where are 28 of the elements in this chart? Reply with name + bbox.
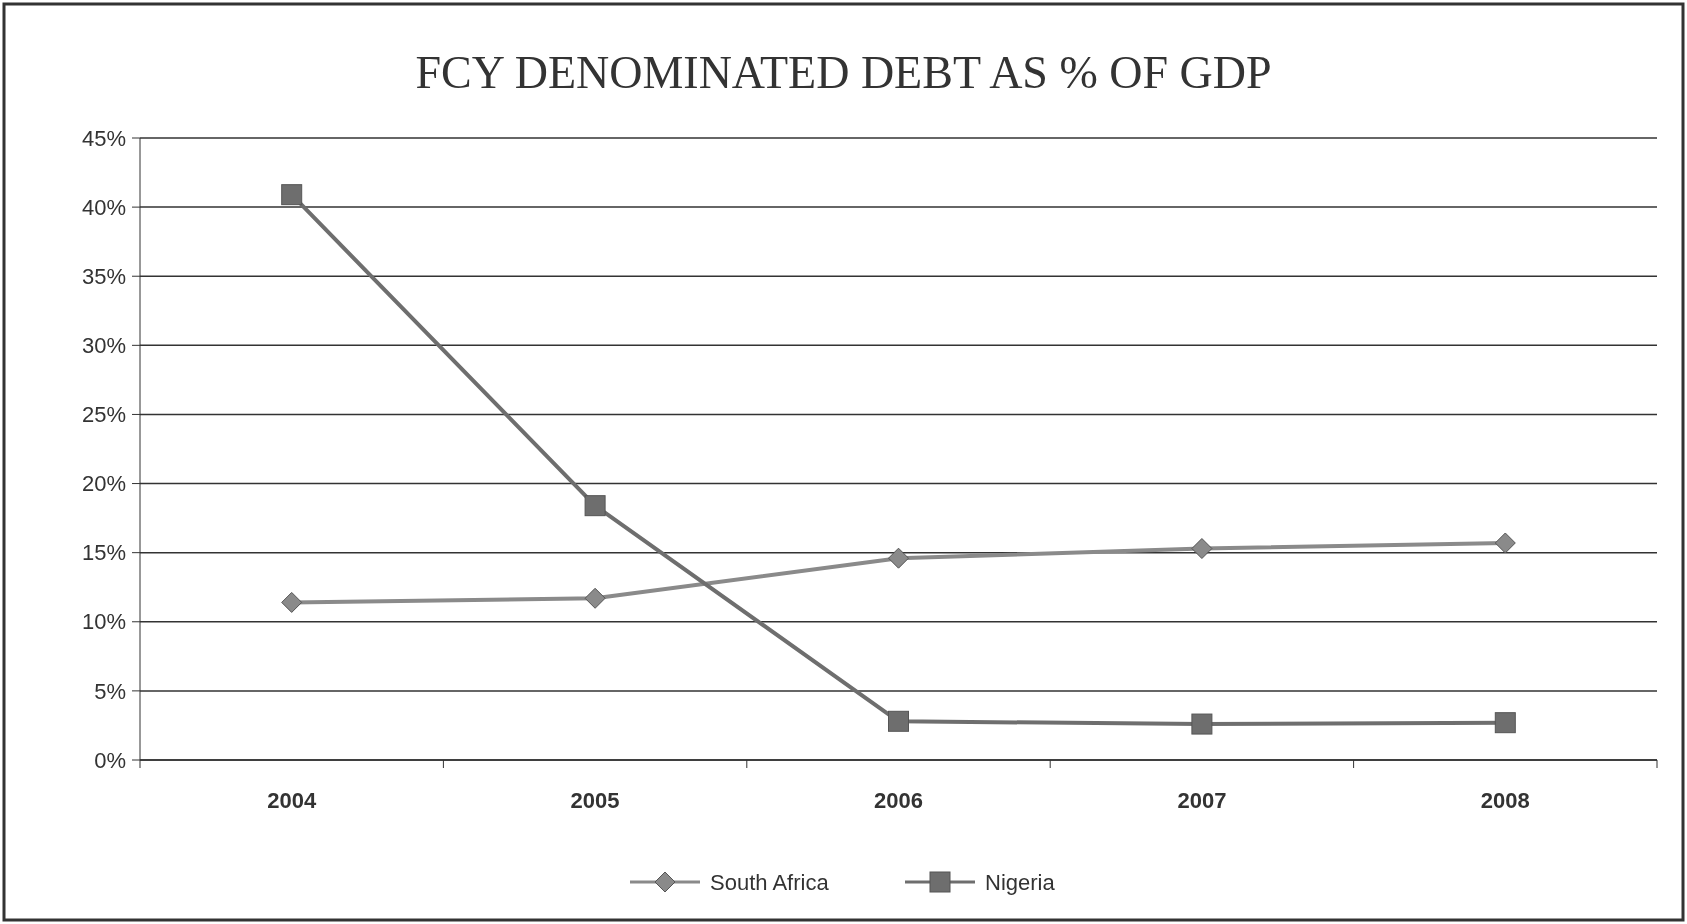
y-tick-label: 30% <box>81 333 126 359</box>
chart-title: FCY DENOMINATED DEBT AS % OF GDP <box>415 47 1272 98</box>
point <box>1494 532 1516 554</box>
y-tick-label: 10% <box>81 609 126 635</box>
point <box>281 591 303 613</box>
point <box>281 184 303 206</box>
x-tick-label: 2005 <box>570 788 620 813</box>
y-tick-label: 40% <box>81 194 126 220</box>
y-tick-label: 45% <box>81 125 126 151</box>
y-tick-label: 20% <box>81 471 126 497</box>
point <box>888 547 909 569</box>
point <box>1494 712 1516 734</box>
y-tick-label: 15% <box>81 540 126 566</box>
legend-label: South Africa <box>710 869 830 895</box>
x-tick-label: 2007 <box>1177 788 1227 813</box>
point <box>584 495 606 517</box>
legend-label: Nigeria <box>985 869 1056 895</box>
point <box>1191 713 1213 735</box>
x-tick-label: 2006 <box>874 788 923 813</box>
y-tick-label: 0% <box>94 747 126 773</box>
y-tick-label: 5% <box>94 678 126 704</box>
point <box>584 587 606 609</box>
point <box>888 710 909 732</box>
y-tick-label: 25% <box>81 402 126 428</box>
x-tick-label: 2004 <box>267 788 317 813</box>
point <box>1191 538 1213 560</box>
y-tick-label: 35% <box>81 263 126 289</box>
x-tick-label: 2008 <box>1480 788 1530 813</box>
